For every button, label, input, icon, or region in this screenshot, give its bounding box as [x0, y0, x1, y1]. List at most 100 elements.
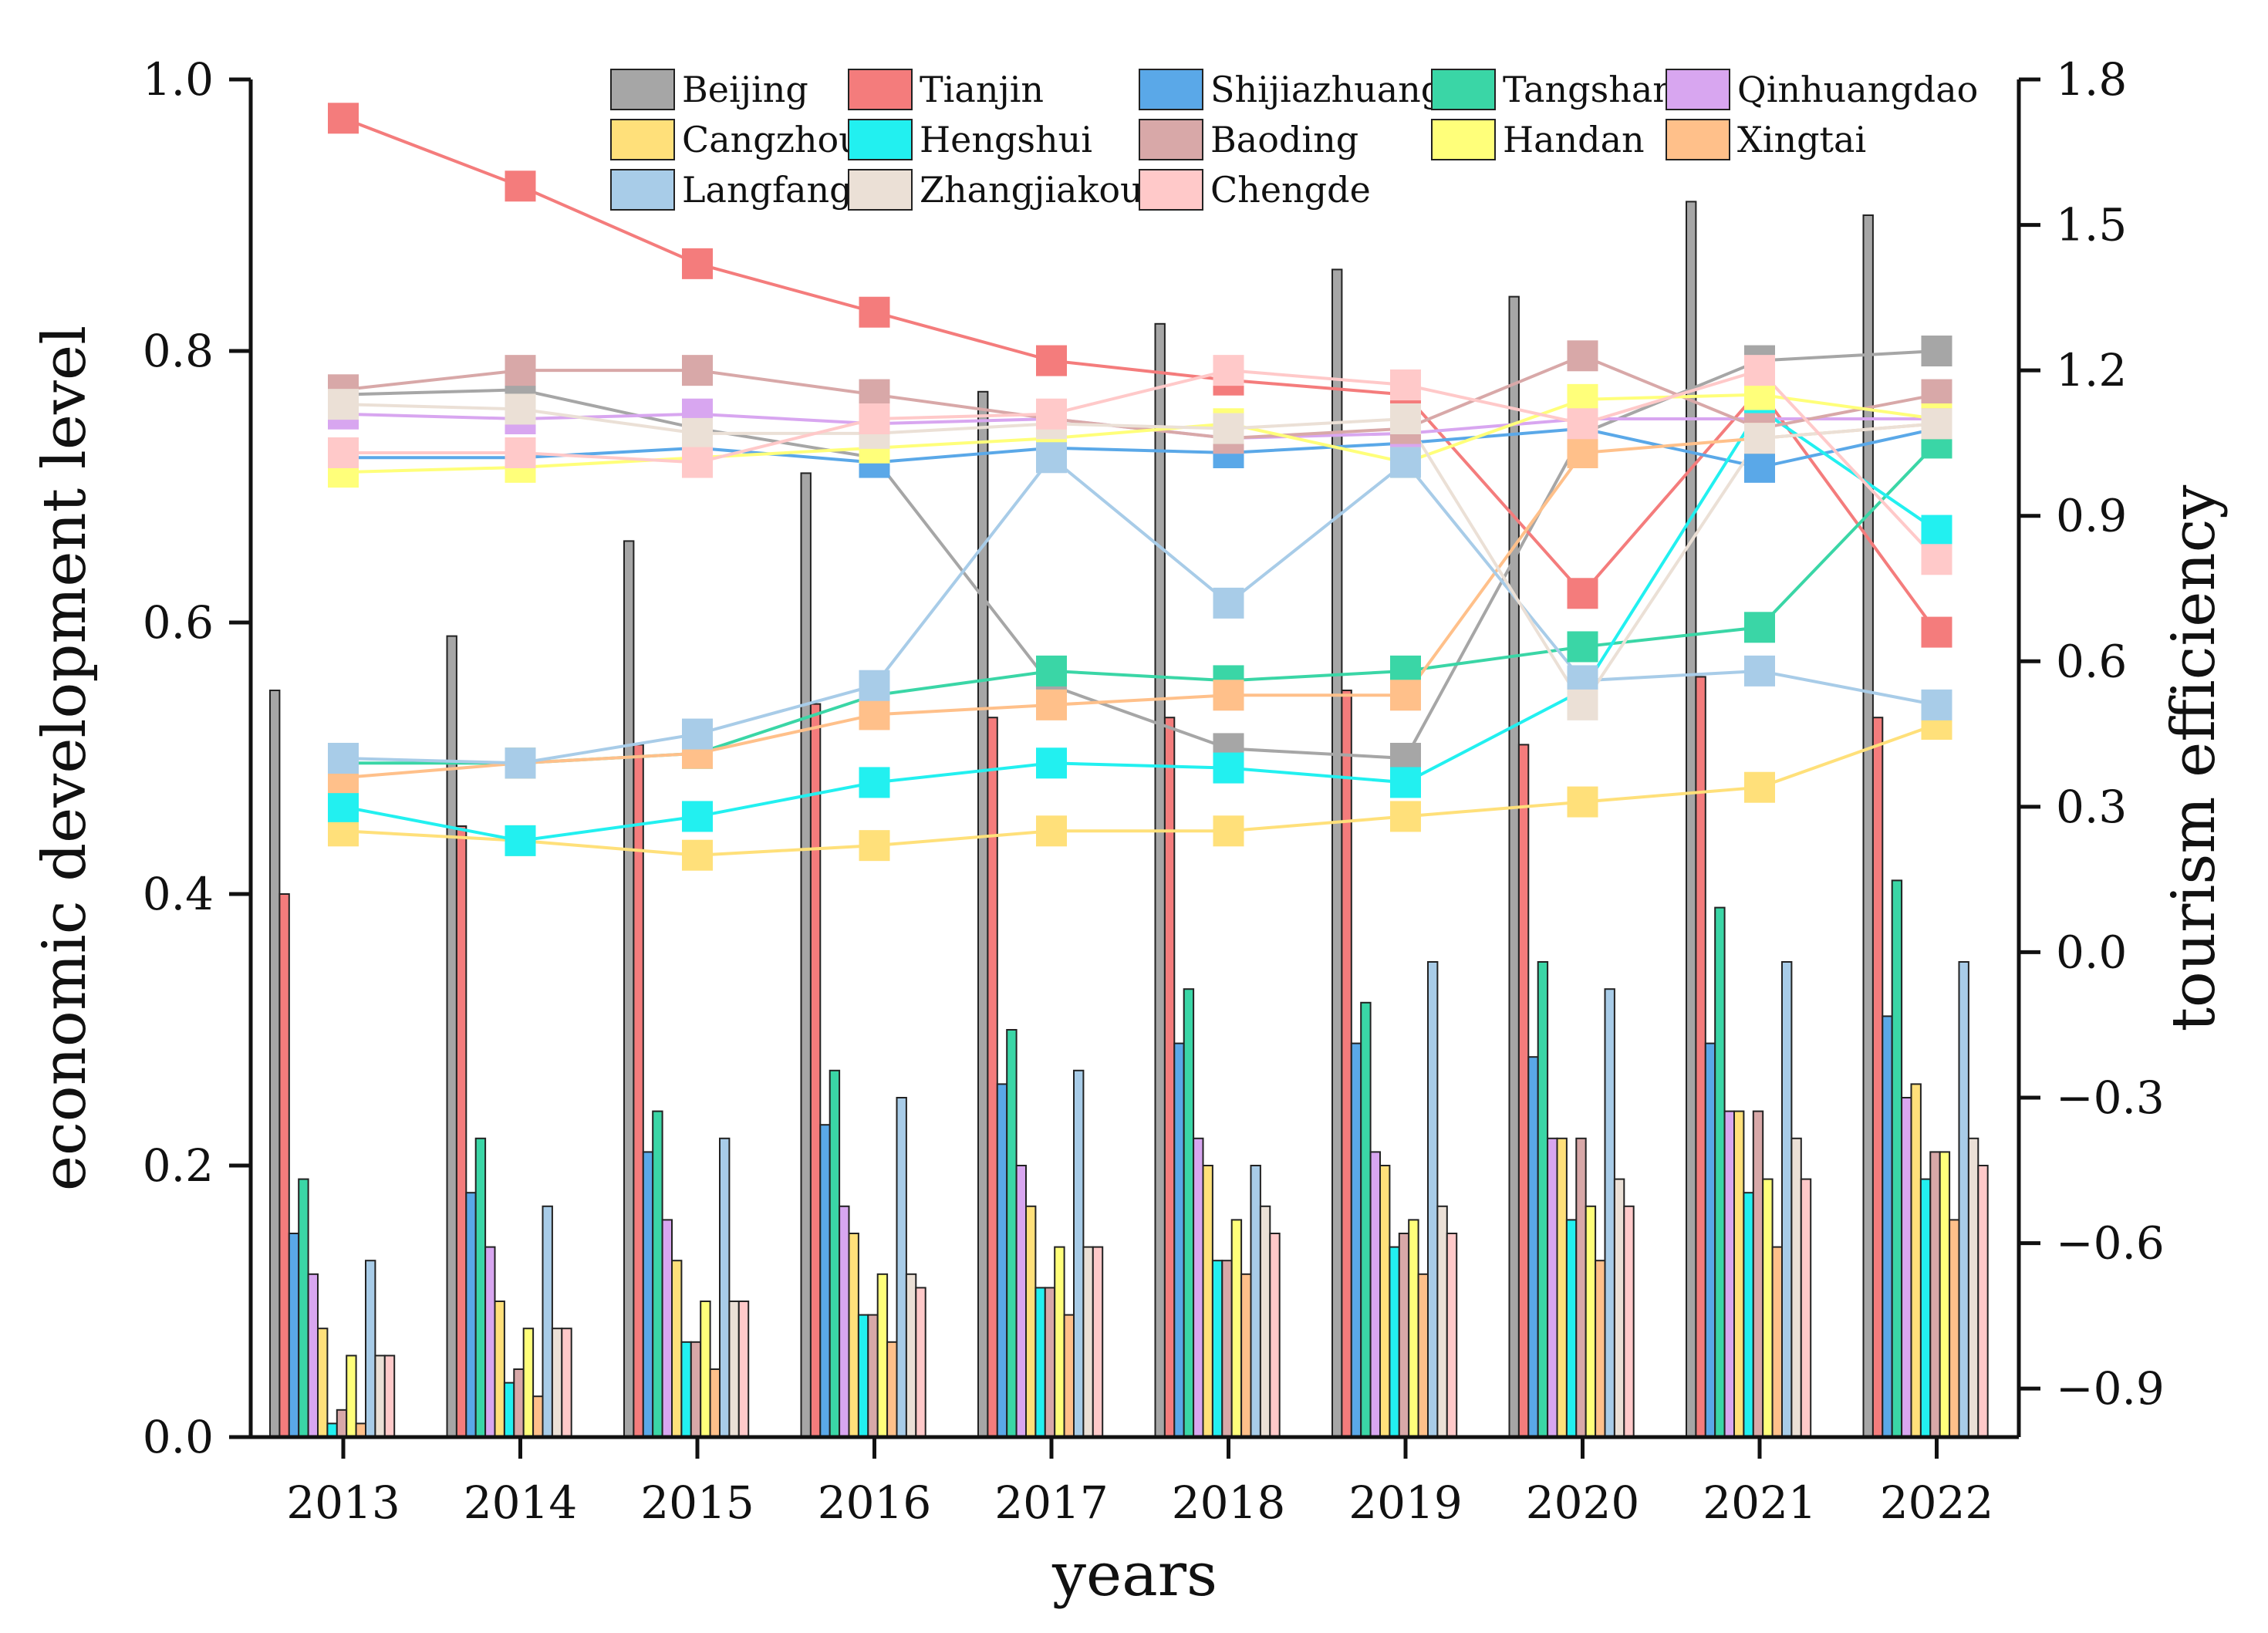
bar-langfang-2014: [542, 1205, 553, 1439]
marker-hengshui-2014: [505, 825, 536, 856]
left-tick-label: 1.0: [143, 53, 214, 106]
x-tick-label: 2019: [1348, 1476, 1463, 1529]
legend-label-beijing: Beijing: [682, 69, 808, 110]
bar-hengshui-2014: [503, 1382, 515, 1438]
right-tick-label: −0.9: [2056, 1362, 2165, 1415]
bar-zhangjiakou-2014: [551, 1328, 563, 1438]
marker-hengshui-2022: [1921, 515, 1952, 546]
bar-beijing-2019: [1331, 268, 1343, 1438]
right-tick-label: 1.8: [2056, 53, 2127, 106]
bar-langfang-2019: [1427, 961, 1439, 1438]
marker-tianjin-2017: [1036, 345, 1067, 376]
bar-beijing-2014: [446, 635, 457, 1438]
marker-zhangjiakou-2013: [328, 389, 359, 420]
bar-tianjin-2022: [1871, 717, 1884, 1438]
legend-swatch-chengde: [1139, 169, 1203, 211]
bar-hengshui-2015: [680, 1341, 692, 1439]
marker-zhangjiakou-2019: [1390, 403, 1421, 434]
x-tick-label: 2018: [1172, 1476, 1286, 1529]
y-axis-left-title: economic development level: [30, 326, 100, 1191]
bar-handan-2020: [1585, 1205, 1597, 1439]
right-tick-label: 1.2: [2056, 344, 2127, 396]
bar-qinhuangdao-2016: [839, 1205, 850, 1439]
legend-label-shijiazhuang: Shijiazhuang: [1210, 69, 1443, 110]
legend-swatch-hengshui: [848, 119, 913, 160]
bar-zhangjiakou-2015: [728, 1301, 740, 1438]
bar-cangzhou-2014: [494, 1301, 505, 1438]
legend-label-qinhuangdao: Qinhuangdao: [1737, 69, 1978, 110]
bar-tangshan-2014: [474, 1137, 487, 1439]
bar-qinhuangdao-2021: [1723, 1110, 1736, 1438]
marker-tangshan-2021: [1744, 612, 1775, 643]
bar-shijiazhuang-2019: [1350, 1042, 1362, 1438]
legend-label-chengde: Chengde: [1210, 169, 1371, 211]
bar-xingtai-2020: [1595, 1260, 1606, 1438]
legend-label-tangshan: Tangshan: [1503, 69, 1676, 110]
bar-qinhuangdao-2014: [484, 1246, 496, 1438]
legend-swatch-qinhuangdao: [1666, 69, 1730, 110]
left-axis-ticks: 0.0 0.2 0.4 0.6 0.8 1.0: [143, 53, 251, 1463]
marker-xingtai-2018: [1213, 680, 1244, 711]
legend-label-langfang: Langfang: [682, 169, 852, 211]
right-tick-label: 0.0: [2056, 926, 2127, 978]
marker-baoding-2015: [682, 355, 713, 386]
bar-handan-2015: [700, 1301, 711, 1438]
bar-langfang-2020: [1604, 988, 1615, 1438]
marker-cangzhou-2018: [1213, 815, 1244, 847]
bar-tangshan-2018: [1183, 988, 1195, 1438]
bar-baoding-2014: [513, 1368, 525, 1438]
legend-swatch-beijing: [610, 69, 675, 110]
legend-label-baoding: Baoding: [1210, 119, 1358, 160]
legend-swatch-shijiazhuang: [1139, 69, 1203, 110]
bar-chengde-2013: [383, 1355, 396, 1439]
marker-langfang-2017: [1036, 442, 1067, 474]
bar-shijiazhuang-2014: [465, 1192, 477, 1438]
bar-shijiazhuang-2021: [1704, 1042, 1716, 1438]
line-langfang: [343, 455, 1937, 765]
right-tick-label: 0.6: [2056, 635, 2127, 687]
marker-zhangjiakou-2021: [1744, 423, 1775, 454]
bar-tianjin-2019: [1341, 690, 1352, 1438]
bar-tangshan-2013: [298, 1178, 309, 1438]
marker-zhangjiakou-2015: [682, 417, 713, 449]
bar-beijing-2016: [800, 472, 812, 1438]
right-tick-label: −0.6: [2056, 1217, 2165, 1270]
legend-swatch-langfang: [610, 169, 675, 211]
bar-tianjin-2014: [455, 825, 467, 1438]
bar-zhangjiakou-2016: [905, 1273, 917, 1439]
bar-cangzhou-2017: [1025, 1205, 1037, 1439]
bar-xingtai-2016: [886, 1341, 898, 1439]
bar-qinhuangdao-2015: [661, 1219, 673, 1439]
bar-hengshui-2019: [1389, 1246, 1400, 1438]
legend-swatch-zhangjiakou: [848, 169, 913, 211]
bar-baoding-2019: [1398, 1233, 1410, 1438]
right-tick-label: 0.3: [2056, 781, 2127, 833]
x-axis-title: years: [1051, 1540, 1217, 1610]
bar-xingtai-2018: [1240, 1273, 1252, 1439]
bar-hengshui-2021: [1743, 1192, 1754, 1438]
bar-langfang-2013: [365, 1260, 376, 1438]
x-tick-label: 2013: [286, 1476, 400, 1529]
marker-tianjin-2015: [682, 248, 713, 279]
bar-tianjin-2017: [987, 717, 998, 1438]
marker-zhangjiakou-2020: [1567, 689, 1598, 720]
left-tick-label: 0.8: [143, 325, 214, 377]
marker-chengde-2013: [328, 437, 359, 468]
bar-qinhuangdao-2018: [1193, 1137, 1204, 1439]
bar-langfang-2015: [719, 1137, 731, 1439]
bar-cangzhou-2015: [671, 1260, 683, 1438]
bar-handan-2019: [1408, 1219, 1419, 1439]
bar-zhangjiakou-2022: [1967, 1137, 1979, 1439]
bar-tianjin-2020: [1517, 744, 1530, 1438]
line-hengshui: [343, 407, 1938, 842]
bar-handan-2017: [1054, 1246, 1065, 1438]
marker-xingtai-2017: [1036, 689, 1067, 720]
right-tick-label: 0.9: [2056, 490, 2127, 542]
bar-xingtai-2013: [355, 1422, 367, 1439]
marker-zhangjiakou-2014: [505, 393, 536, 425]
marker-langfang-2022: [1921, 689, 1952, 720]
bar-zhangjiakou-2019: [1436, 1205, 1448, 1439]
bar-qinhuangdao-2013: [307, 1273, 319, 1439]
marker-tianjin-2022: [1921, 616, 1952, 648]
